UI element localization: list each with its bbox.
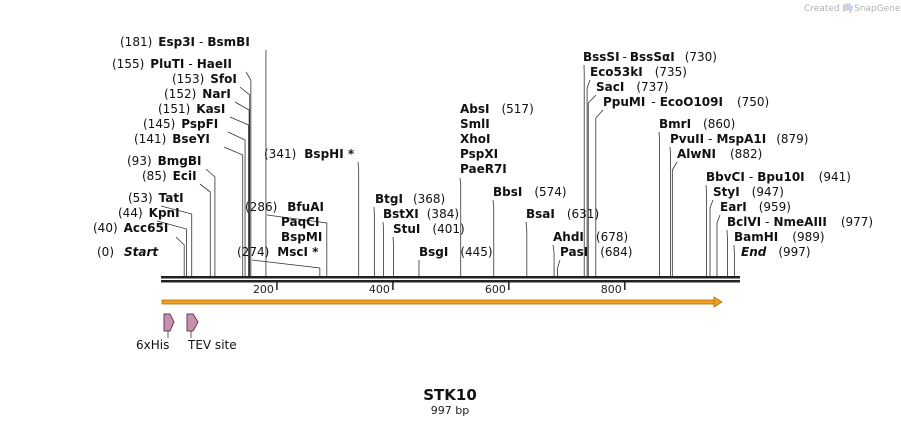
site-absi[interactable]: AbsI (517): [460, 102, 534, 116]
site-bmgbi[interactable]: (93) BmgBI: [127, 154, 202, 168]
site-bsphi[interactable]: (341) BspHI *: [264, 147, 355, 161]
site-bclvi-nmeaiii[interactable]: BclVI - NmeAIII (977): [727, 215, 873, 229]
leader-line: [525, 221, 528, 276]
site-acc65i[interactable]: (40) Acc65I: [93, 221, 168, 235]
site-smli[interactable]: SmlI: [460, 117, 490, 131]
feature-tev-site[interactable]: TEV site: [186, 313, 237, 352]
leader-line: [705, 184, 707, 276]
orf-arrowhead: [713, 296, 723, 308]
leader-line: [227, 131, 246, 276]
leader-line: [245, 71, 252, 276]
site-start[interactable]: (0) Start: [97, 245, 159, 259]
site-bsai[interactable]: BsaI (631): [526, 207, 599, 221]
orf-arrow[interactable]: [161, 296, 723, 308]
site-ppumi-ecoo109i[interactable]: PpuMI - EcoO109I (750): [603, 95, 769, 109]
site-kpni[interactable]: (44) KpnI: [118, 206, 180, 220]
leader-line: [492, 199, 495, 276]
site-styi[interactable]: StyI (947): [713, 185, 784, 199]
enzyme-site-labels: (0) Start (40) Acc65I (44) KpnI (53) TatI (8…: [93, 35, 873, 259]
snapgene-logo: SnapGene: [844, 3, 901, 14]
site-bfuai[interactable]: (286) BfuAI: [245, 200, 324, 214]
site-pspfi[interactable]: (145) PspFI: [143, 117, 218, 131]
map-title: STK10: [423, 386, 477, 404]
site-bsssi-bsssai[interactable]: BssSI - BssSαI (730): [583, 50, 717, 64]
leader-line: [382, 221, 385, 276]
site-eari[interactable]: EarI (959): [720, 200, 791, 214]
site-btgi[interactable]: BtgI (368): [375, 192, 445, 206]
site-paer7i[interactable]: PaeR7I: [460, 162, 507, 176]
site-pasi[interactable]: PasI (684): [560, 245, 632, 259]
map-length: 997 bp: [431, 404, 469, 417]
leader-line: [557, 259, 561, 276]
site-eco53ki[interactable]: Eco53kI (735): [590, 65, 687, 79]
site-bsgi[interactable]: BsgI (445): [419, 245, 493, 259]
leader-line: [156, 220, 187, 276]
feature-6xhis-label: 6xHis: [136, 338, 169, 352]
site-bspmi[interactable]: BspMI: [281, 230, 322, 244]
site-nari[interactable]: (152) NarI: [164, 87, 231, 101]
backbone-top-strand: [161, 276, 740, 279]
leader-line: [205, 168, 216, 276]
feature-tev-arrow[interactable]: [186, 313, 199, 332]
leader-line: [229, 116, 249, 276]
site-xhoi[interactable]: XhoI: [460, 132, 491, 146]
leader-line: [459, 177, 462, 276]
site-kasi[interactable]: (151) KasI: [158, 102, 225, 116]
ruler-tick-label: 800: [601, 283, 622, 296]
site-bstxi[interactable]: BstXI (384): [383, 207, 459, 221]
feature-tev-label: TEV site: [187, 338, 237, 352]
leader-line: [709, 199, 714, 276]
brand-text: SnapGene: [854, 4, 901, 14]
credit-text: Created by: [804, 4, 854, 14]
site-leader-lines: [156, 49, 735, 276]
leader-line: [239, 86, 251, 276]
site-msci[interactable]: (274) MscI *: [237, 245, 319, 259]
snapgene-logo-icon: [844, 3, 852, 11]
site-sfoi[interactable]: (153) SfoI: [172, 72, 237, 86]
leader-line: [357, 161, 360, 276]
leader-line: [234, 101, 250, 276]
site-end[interactable]: End (997): [741, 245, 811, 259]
leader-line: [671, 161, 678, 276]
backbone-bottom-strand: [161, 280, 740, 283]
leader-line: [716, 214, 721, 276]
leader-line: [586, 79, 591, 276]
feature-6xhis-arrow[interactable]: [163, 313, 175, 332]
leader-line: [552, 244, 555, 276]
ruler-tick-label: 600: [485, 283, 506, 296]
orf-bar[interactable]: [161, 299, 716, 305]
ruler-tick-label: 200: [253, 283, 274, 296]
site-esp3i-bsmbi[interactable]: (181) Esp3I - BsmBI: [120, 35, 250, 49]
leader-line: [669, 146, 671, 276]
site-pluti-haeii[interactable]: (155) PluTI - HaeII: [112, 57, 232, 71]
feature-6xhis[interactable]: 6xHis: [136, 313, 175, 352]
leader-line: [160, 205, 193, 276]
site-pvuii-mspa1i[interactable]: PvuII - MspA1I (879): [670, 132, 809, 146]
site-tati[interactable]: (53) TatI: [128, 191, 184, 205]
ruler-tick-label: 400: [369, 283, 390, 296]
site-ahdi[interactable]: AhdI (678): [553, 230, 628, 244]
site-bmri[interactable]: BmrI (860): [659, 117, 735, 131]
site-stui[interactable]: StuI (401): [393, 222, 465, 236]
site-bseyi[interactable]: (141) BseYI: [134, 132, 210, 146]
site-alwni[interactable]: AlwNI (882): [677, 147, 762, 161]
leader-line: [251, 259, 321, 276]
leader-line: [595, 109, 604, 276]
leader-line: [658, 131, 660, 276]
sequence-backbone: [161, 276, 740, 283]
leader-line: [175, 236, 185, 276]
site-bamhi[interactable]: BamHI (989): [734, 230, 825, 244]
leader-line: [199, 183, 211, 276]
leader-line: [223, 146, 244, 276]
site-bbvci-bpu10i[interactable]: BbvCI - Bpu10I (941): [706, 170, 851, 184]
site-paqci[interactable]: PaqCI: [281, 215, 319, 229]
ruler-ticks: 200 400 600 800: [253, 282, 626, 296]
leader-line: [266, 214, 328, 276]
site-saci[interactable]: SacI (737): [596, 80, 669, 94]
site-pspxi[interactable]: PspXI: [460, 147, 498, 161]
site-bbsi[interactable]: BbsI (574): [493, 185, 567, 199]
site-ecii[interactable]: (85) EciI: [142, 169, 197, 183]
leader-line: [587, 94, 597, 276]
